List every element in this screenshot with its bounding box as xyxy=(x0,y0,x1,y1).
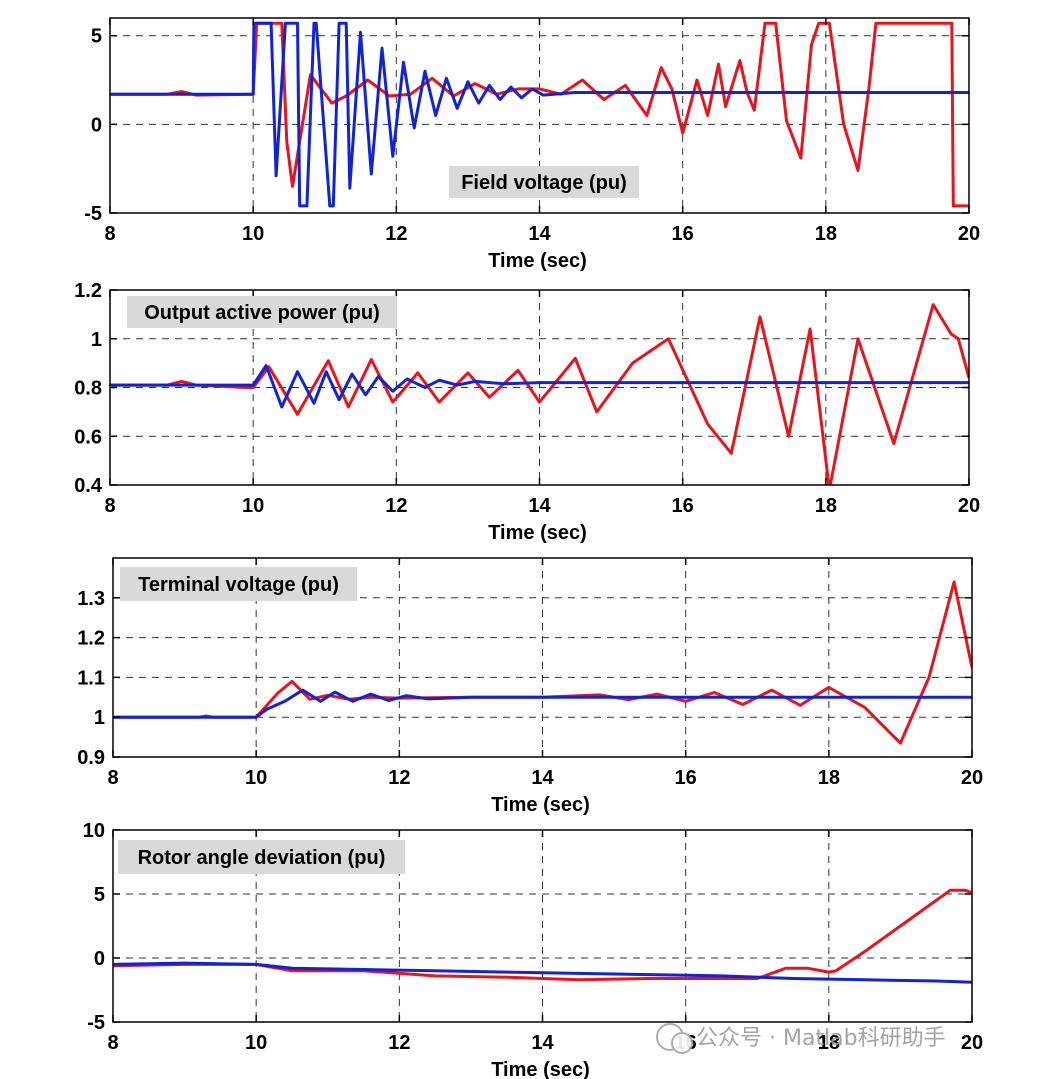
x-tick-label: 10 xyxy=(242,223,264,245)
x-axis-label: Time (sec) xyxy=(491,1059,590,1079)
x-tick-label: 8 xyxy=(104,223,115,245)
series-line-red xyxy=(110,303,969,485)
y-tick-label: 0.9 xyxy=(77,747,105,769)
y-tick-label: 1.1 xyxy=(77,667,105,689)
x-axis-label: Time (sec) xyxy=(491,794,590,816)
chart-title: Output active power (pu) xyxy=(144,302,380,324)
x-tick-label: 14 xyxy=(528,223,551,245)
y-tick-label: 10 xyxy=(83,820,105,842)
y-tick-label: 0.8 xyxy=(74,378,102,400)
chart-title-box xyxy=(120,567,357,601)
chart-title: Field voltage (pu) xyxy=(461,172,627,194)
y-tick-label: 1.3 xyxy=(77,588,105,610)
chart-title: Terminal voltage (pu) xyxy=(138,574,339,596)
x-tick-label: 18 xyxy=(818,767,840,789)
y-tick-label: 0 xyxy=(94,948,105,970)
x-tick-label: 8 xyxy=(107,767,118,789)
wechat-icon-bubble xyxy=(671,1032,693,1054)
y-tick-label: 0.4 xyxy=(74,475,103,497)
x-tick-label: 20 xyxy=(961,1032,983,1054)
x-tick-label: 14 xyxy=(531,767,554,789)
x-axis-label: Time (sec) xyxy=(488,522,587,544)
watermark-text: 公众号 · Matlab科研助手 xyxy=(696,1026,946,1051)
x-tick-label: 10 xyxy=(245,767,267,789)
x-tick-label: 18 xyxy=(818,1032,840,1054)
y-tick-label: 1 xyxy=(91,329,102,351)
x-tick-label: 10 xyxy=(242,495,264,517)
x-tick-label: 8 xyxy=(104,495,115,517)
series-line-blue xyxy=(113,961,972,984)
y-tick-label: -5 xyxy=(84,203,102,225)
series-line-blue xyxy=(110,364,969,409)
watermark: 公众号 · Matlab科研助手 xyxy=(656,1023,946,1054)
x-tick-label: 12 xyxy=(385,495,407,517)
x-tick-label: 10 xyxy=(245,1032,267,1054)
chart-panel-2: 8 10 12 14 16 18 20 0.4 0.6 0.8 1 1.2 Time (sec) Outp… xyxy=(74,280,980,544)
x-tick-label: 14 xyxy=(531,1032,554,1054)
x-tick-label: 12 xyxy=(388,767,410,789)
chart-title-box xyxy=(118,840,405,874)
series-line-blue xyxy=(113,688,972,719)
series-line-blue xyxy=(110,21,969,208)
x-tick-label: 14 xyxy=(528,495,551,517)
chart-title: Rotor angle deviation (pu) xyxy=(138,847,386,869)
x-tick-label: 16 xyxy=(672,495,694,517)
y-tick-label: 5 xyxy=(91,26,102,48)
chart-title-box xyxy=(127,296,397,328)
x-tick-label: 20 xyxy=(958,495,980,517)
x-tick-label: 18 xyxy=(815,495,837,517)
y-tick-label: 0 xyxy=(91,114,102,136)
x-tick-label: 8 xyxy=(107,1032,118,1054)
x-tick-label: 12 xyxy=(388,1032,410,1054)
y-tick-label: -5 xyxy=(87,1012,105,1034)
y-tick-label: 1.2 xyxy=(74,280,102,302)
chart-panel-1: 8 10 12 14 16 18 20 -5 0 5 Time (sec) Field voltage… xyxy=(84,17,980,272)
x-tick-label: 16 xyxy=(672,223,694,245)
x-tick-label: 20 xyxy=(958,223,980,245)
chart-panel-3: 8 10 12 14 16 18 20 0.9 1 1.1 1.2 1.3 Time (sec) Term… xyxy=(77,557,983,816)
x-tick-label: 20 xyxy=(961,767,983,789)
y-tick-label: 1 xyxy=(94,707,105,729)
y-tick-label: 1.2 xyxy=(77,628,105,650)
chart-title-box xyxy=(449,166,639,198)
x-tick-label: 18 xyxy=(815,223,837,245)
y-tick-label: 0.6 xyxy=(74,426,102,448)
y-tick-label: 5 xyxy=(94,884,105,906)
x-tick-label: 12 xyxy=(385,223,407,245)
x-tick-label: 16 xyxy=(675,767,697,789)
x-axis-label: Time (sec) xyxy=(488,250,587,272)
